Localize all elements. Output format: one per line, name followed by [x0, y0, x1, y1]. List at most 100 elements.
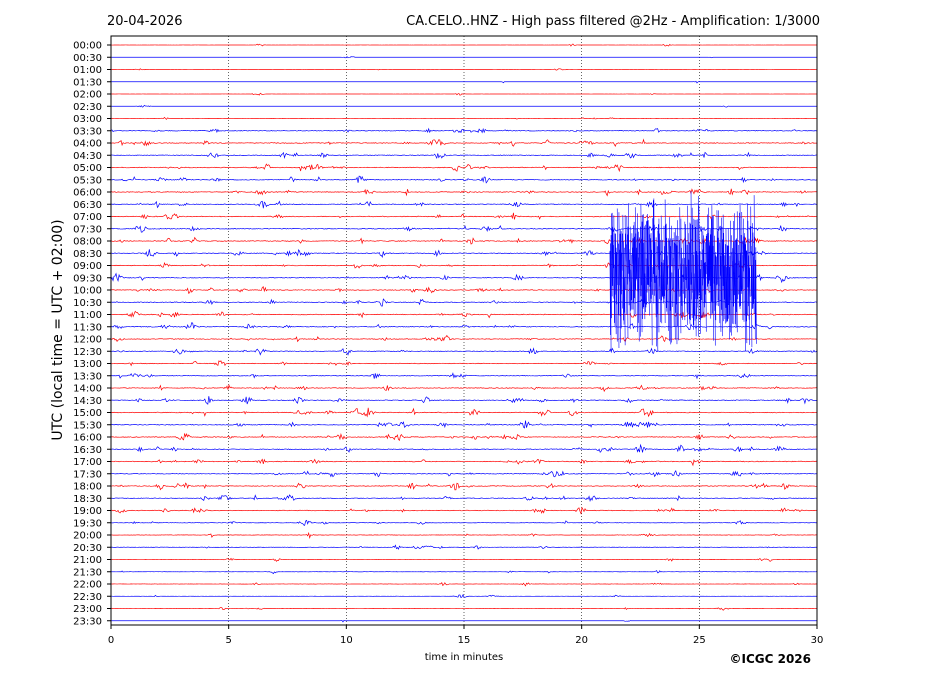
- x-tick-label-10: 10: [340, 635, 353, 646]
- trace-row-2300: [110, 606, 818, 611]
- row-label-1730: 17:30: [73, 469, 102, 480]
- row-label-0200: 02:00: [73, 90, 102, 101]
- trace-row-2230: [110, 593, 818, 599]
- row-label-1830: 18:30: [73, 494, 102, 505]
- row-label-1430: 14:30: [73, 396, 102, 407]
- trace-row-1930: [110, 519, 818, 526]
- trace-row-0530: [110, 175, 818, 184]
- chart-date: 20-04-2026: [107, 14, 183, 29]
- row-label-0400: 04:00: [73, 139, 102, 150]
- trace-row-1730: [110, 470, 818, 478]
- row-label-0430: 04:30: [73, 151, 102, 162]
- trace-row-1300: [110, 360, 818, 367]
- large-event-traces: [609, 191, 757, 352]
- x-axis-label: time in minutes: [425, 652, 504, 663]
- row-label-1330: 13:30: [73, 371, 102, 382]
- trace-row-1330: [111, 372, 818, 380]
- trace-row-2000: [110, 531, 818, 539]
- row-label-1000: 10:00: [73, 286, 102, 297]
- row-label-0630: 06:30: [73, 200, 102, 211]
- trace-row-1630: [110, 443, 818, 453]
- row-label-0530: 05:30: [73, 175, 102, 186]
- trace-row-0630: [110, 200, 818, 209]
- row-label-1800: 18:00: [73, 482, 102, 493]
- row-label-0300: 03:00: [73, 114, 102, 125]
- row-label-0830: 08:30: [73, 249, 102, 260]
- trace-row-2100: [110, 557, 818, 562]
- row-label-2330: 23:30: [73, 616, 102, 627]
- large-event-spikes: [609, 191, 757, 352]
- row-label-0900: 09:00: [73, 261, 102, 272]
- row-label-0100: 01:00: [73, 65, 102, 76]
- trace-row-2330: [110, 619, 818, 623]
- row-label-1500: 15:00: [73, 408, 102, 419]
- trace-row-2200: [110, 582, 818, 587]
- trace-row-1800: [110, 482, 818, 491]
- trace-row-1600: [110, 432, 818, 442]
- trace-row-0230: [111, 104, 818, 108]
- row-label-0230: 02:30: [73, 102, 102, 113]
- row-label-2230: 22:30: [73, 592, 102, 603]
- row-label-1200: 12:00: [73, 335, 102, 346]
- trace-row-1100: [110, 310, 818, 319]
- row-label-2030: 20:30: [73, 543, 102, 554]
- row-label-1100: 11:00: [73, 310, 102, 321]
- trace-row-0600: [110, 188, 818, 197]
- trace-row-1130: [110, 322, 818, 331]
- trace-row-0330: [110, 127, 818, 134]
- row-label-1400: 14:00: [73, 384, 102, 395]
- x-axis-ticks: 0 5 10 15 20 25 30: [108, 625, 824, 646]
- trace-row-0700: [110, 212, 818, 220]
- trace-row-1430: [110, 396, 818, 405]
- chart-title: CA.CELO..HNZ - High pass filtered @2Hz -…: [406, 14, 820, 29]
- x-tick-label-30: 30: [811, 635, 824, 646]
- row-label-0930: 09:30: [73, 273, 102, 284]
- trace-row-1830: [110, 494, 818, 503]
- x-tick-label-20: 20: [575, 635, 588, 646]
- trace-row-0130: [110, 80, 817, 84]
- vertical-gridlines: [228, 36, 700, 625]
- row-label-1930: 19:30: [73, 518, 102, 529]
- row-label-1700: 17:00: [73, 457, 102, 468]
- row-label-0800: 08:00: [73, 237, 102, 248]
- row-label-2130: 21:30: [73, 567, 102, 578]
- row-label-1600: 16:00: [73, 433, 102, 444]
- trace-row-0000: [110, 43, 818, 47]
- x-tick-label-0: 0: [108, 635, 114, 646]
- row-label-1530: 15:30: [73, 420, 102, 431]
- trace-row-0200: [110, 92, 818, 96]
- row-label-1130: 11:30: [73, 322, 102, 333]
- x-tick-label-5: 5: [225, 635, 231, 646]
- trace-row-1030: [110, 298, 818, 307]
- trace-row-0100: [110, 68, 818, 71]
- row-label-0700: 07:00: [73, 212, 102, 223]
- plot-frame: [110, 35, 818, 626]
- trace-lines: [110, 43, 818, 623]
- y-axis-label: UTC (local time = UTC + 02:00): [50, 219, 66, 440]
- trace-row-2130: [110, 570, 818, 575]
- row-label-1230: 12:30: [73, 347, 102, 358]
- row-label-2200: 22:00: [73, 580, 102, 591]
- trace-row-1230: [110, 347, 818, 356]
- trace-row-0500: [110, 163, 818, 173]
- copyright-text: ©ICGC 2026: [729, 652, 811, 666]
- trace-row-1900: [110, 506, 818, 515]
- row-label-0500: 05:00: [73, 163, 102, 174]
- x-tick-label-25: 25: [693, 635, 706, 646]
- trace-row-0430: [110, 151, 818, 160]
- row-label-1630: 16:30: [73, 445, 102, 456]
- trace-row-1200: [110, 334, 817, 343]
- row-label-2000: 20:00: [73, 531, 102, 542]
- trace-row-1500: [110, 407, 818, 418]
- row-label-0330: 03:30: [73, 126, 102, 137]
- x-tick-label-15: 15: [458, 635, 471, 646]
- trace-row-1700: [110, 458, 818, 467]
- trace-row-1400: [110, 383, 818, 393]
- trace-row-2030: [110, 544, 818, 550]
- trace-row-0300: [110, 116, 818, 120]
- row-label-0730: 07:30: [73, 224, 102, 235]
- row-label-1030: 10:30: [73, 298, 102, 309]
- trace-row-0030: [110, 56, 818, 59]
